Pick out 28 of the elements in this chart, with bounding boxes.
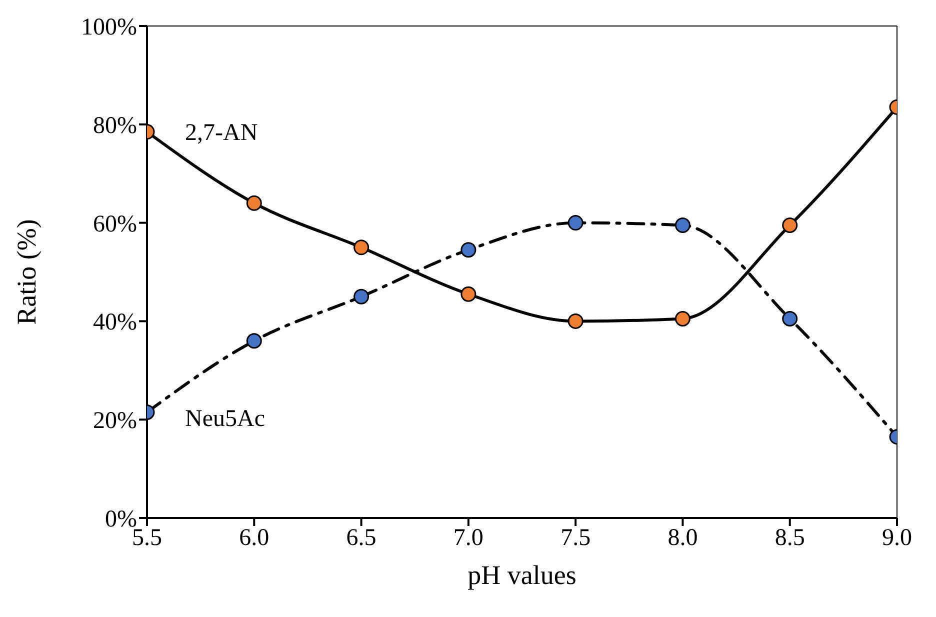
point [674,310,690,326]
point [782,310,798,326]
y-tick-label: 40% [93,310,137,336]
point [460,286,476,302]
y-tick-label: 20% [93,408,137,434]
y-tick-label: 100% [81,14,137,41]
x-tick-label: 7.5 [560,525,591,552]
point [460,242,476,258]
point [246,195,262,211]
series-label: 2,7-AN [185,120,258,146]
point [568,313,584,329]
point [354,240,370,256]
x-tick-label: 9.0 [882,525,912,552]
x-tick-label: 8.5 [774,525,805,552]
y-tick-label: 80% [93,112,137,139]
x-tick-label: 6.5 [346,525,376,552]
x-tick-label: 8.0 [668,525,698,552]
x-tick-label: 6.0 [239,525,270,552]
point [246,333,262,349]
point [354,288,370,304]
y-axis-title: Ratio (%) [12,219,42,325]
x-axis-title: pH values [468,560,576,590]
x-tick-label: 7.0 [453,525,484,552]
series-label: Neu5Ac [185,406,265,432]
y-tick-label: 60% [93,211,137,238]
point [782,218,798,234]
point [674,218,690,234]
point [568,215,584,231]
